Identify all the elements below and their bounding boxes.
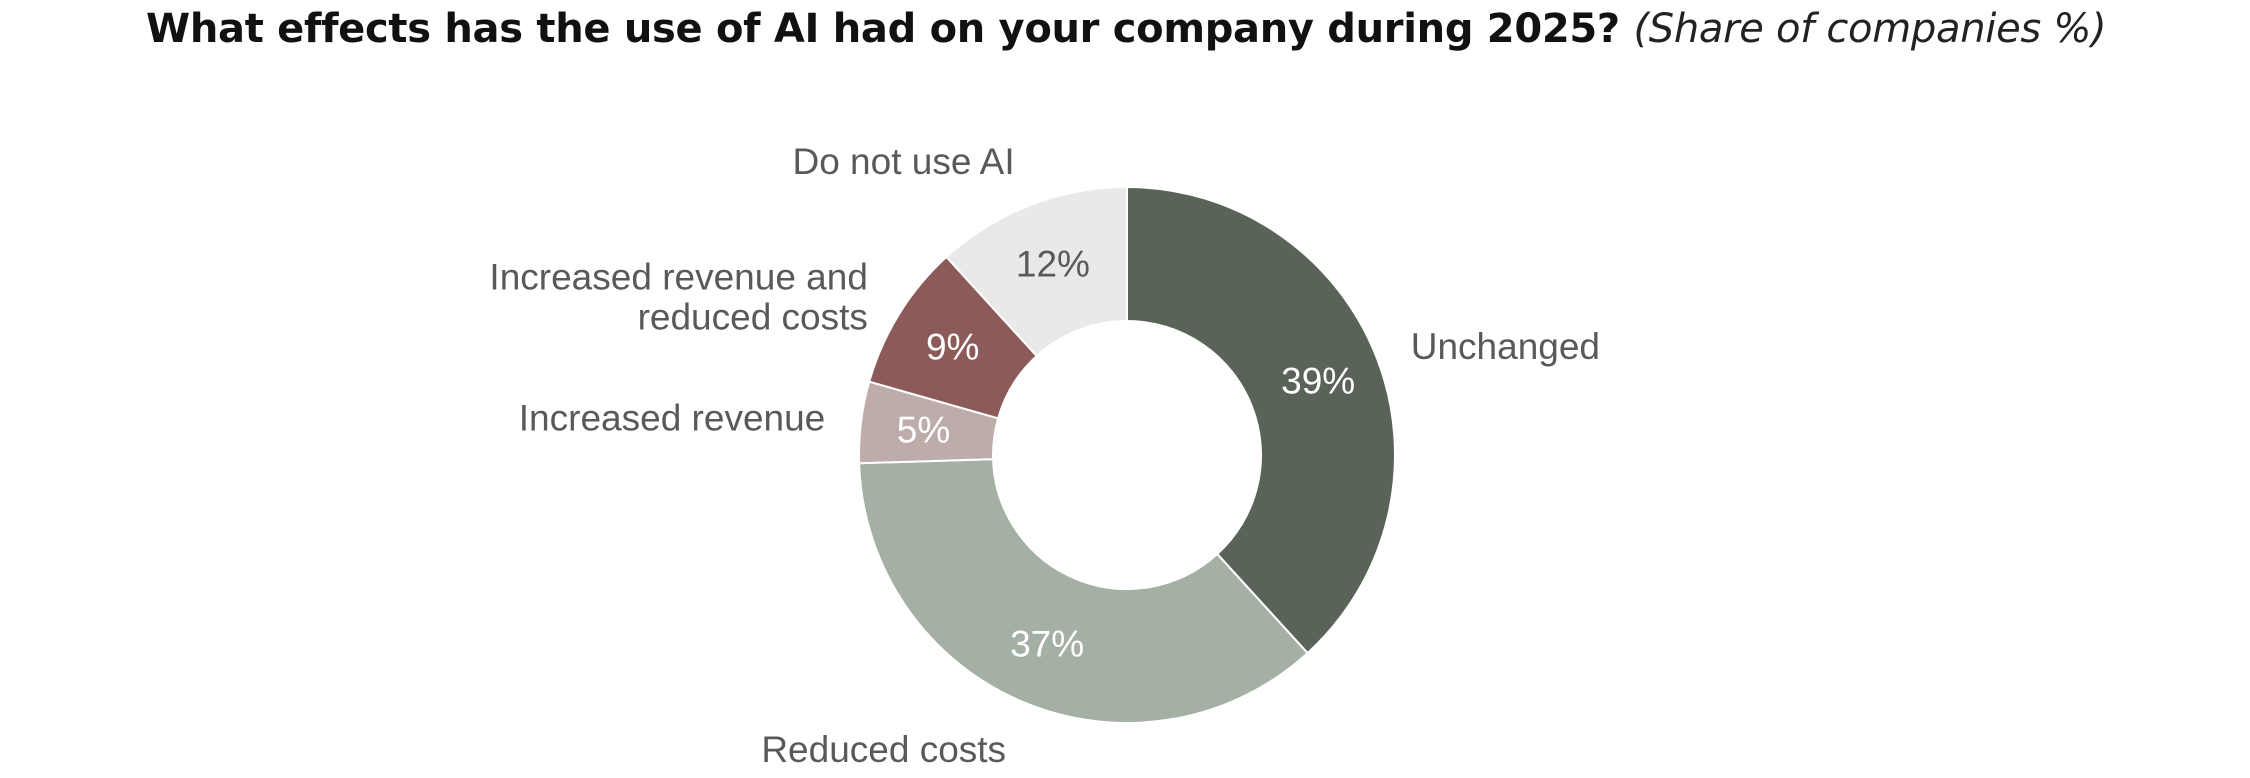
category-label-reduced-costs: Reduced costs [761, 729, 1006, 770]
category-label-increased-revenue-and-reduced-costs: Increased revenue and reduced costs [489, 257, 868, 338]
chart-subtitle: (Share of companies %) [1633, 6, 2107, 52]
chart-title: What effects has the use of AI had on yo… [146, 6, 2107, 52]
category-label-line: Unchanged [1411, 326, 1600, 367]
category-label-increased-revenue: Increased revenue [519, 398, 825, 439]
data-label-reduced-costs: 37% [1010, 623, 1084, 664]
category-label-line: Reduced costs [761, 729, 1006, 770]
data-label-increased-revenue: 5% [897, 409, 950, 450]
category-label-line: Increased revenue [519, 398, 825, 439]
slice-unchanged [1126, 185, 1396, 655]
slice-reduced-costs [858, 458, 1309, 724]
slice-do-not-use-ai [945, 185, 1128, 358]
data-label-unchanged: 39% [1281, 360, 1355, 401]
category-label-unchanged: Unchanged [1411, 326, 1600, 367]
category-label-line: Increased revenue and [489, 257, 868, 298]
data-label-increased-revenue-and-reduced-costs: 9% [926, 327, 979, 368]
category-label-line: Do not use AI [792, 141, 1014, 182]
data-label-do-not-use-ai: 12% [1016, 243, 1090, 284]
chart-title-main: What effects has the use of AI had on yo… [146, 6, 1620, 52]
category-label-do-not-use-ai: Do not use AI [792, 141, 1014, 182]
category-label-line: reduced costs [638, 297, 868, 338]
